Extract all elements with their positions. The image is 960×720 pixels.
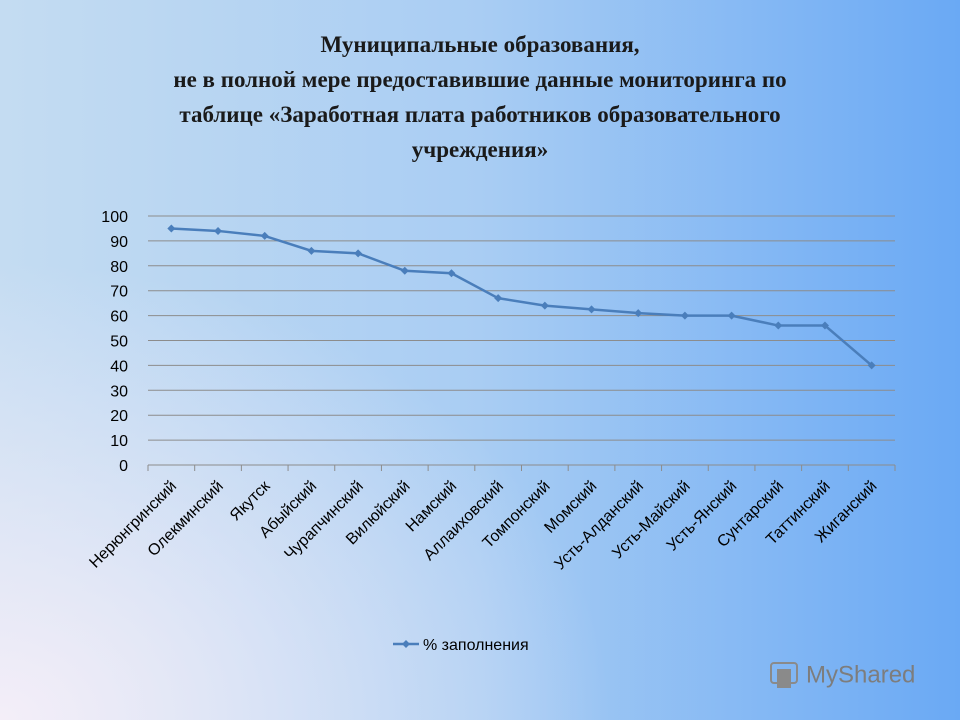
point-marker: [680, 311, 689, 320]
y-tick-label: 100: [101, 209, 128, 226]
y-tick-label: 70: [110, 284, 128, 301]
point-marker: [494, 294, 503, 303]
y-tick-label: 60: [110, 309, 128, 326]
point-marker: [447, 269, 456, 278]
point-marker: [214, 226, 223, 235]
x-tick-label: Якутск: [227, 477, 274, 524]
point-marker: [774, 321, 783, 330]
y-tick-label: 0: [119, 458, 128, 475]
point-marker: [820, 321, 829, 330]
chart-title: Муниципальные образования,: [320, 32, 639, 57]
point-marker: [727, 311, 736, 320]
point-marker: [260, 231, 269, 240]
point-marker: [587, 305, 596, 314]
series-line: [171, 227, 873, 367]
point-marker: [307, 246, 316, 255]
point-marker: [867, 361, 876, 370]
point-marker: [354, 249, 363, 258]
point-marker: [400, 266, 409, 275]
y-tick-label: 40: [110, 358, 128, 375]
y-tick-label: 10: [110, 433, 128, 450]
y-tick-label: 80: [110, 259, 128, 276]
legend-marker: [402, 640, 410, 648]
y-tick-label: 20: [110, 408, 128, 425]
x-tick-label: Аллаиховский: [421, 478, 507, 564]
chart-title: учреждения»: [412, 137, 548, 162]
point-marker: [540, 301, 549, 310]
y-tick-label: 30: [110, 383, 128, 400]
x-tick-label: Нерюнгринский: [86, 478, 180, 572]
y-tick-label: 90: [110, 234, 128, 251]
point-marker: [634, 309, 643, 318]
point-marker: [167, 224, 176, 233]
watermark-icon: [770, 662, 798, 688]
y-tick-label: 50: [110, 334, 128, 351]
chart-title: не в полной мере предоставившие данные м…: [173, 67, 786, 92]
watermark: MyShared: [806, 661, 915, 688]
chart-title: таблице «Заработная плата работников обр…: [179, 102, 780, 127]
legend-label: % заполнения: [423, 637, 529, 654]
